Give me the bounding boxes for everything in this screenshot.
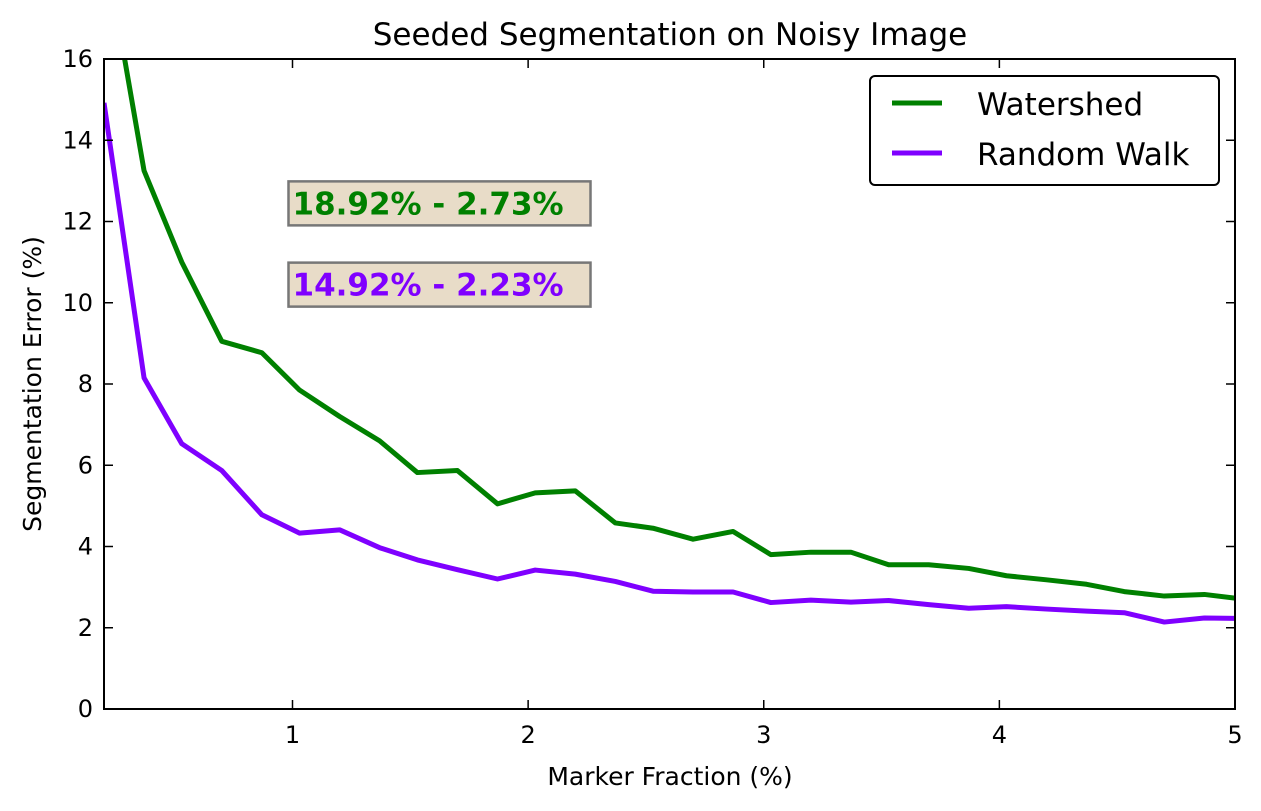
y-tick-label: 14 (62, 126, 93, 154)
y-tick-label: 10 (62, 289, 93, 317)
y-tick-label: 4 (78, 533, 93, 561)
series-line-watershed (122, 59, 1235, 601)
series-layer (104, 59, 1235, 625)
y-tick-label: 0 (78, 695, 93, 723)
series-line-random-walk (104, 102, 1235, 625)
legend-box (869, 75, 1220, 186)
y-tick-label: 12 (62, 208, 93, 236)
y-axis-title: Segmentation Error (%) (18, 236, 47, 532)
x-tick-label: 4 (992, 721, 1007, 749)
y-tick-label: 6 (78, 451, 93, 479)
x-tick-label: 1 (285, 721, 300, 749)
legend-label-watershed: Watershed (977, 87, 1143, 123)
annotation-layer: 18.92% - 2.73% 14.92% - 2.23% (287, 180, 592, 308)
legend-label-random-walk: Random Walk (977, 137, 1189, 173)
x-tick-label: 2 (520, 721, 535, 749)
annotation-background (287, 261, 592, 308)
y-tick-label: 16 (62, 45, 93, 73)
annotation-text: 18.92% - 2.73% (293, 186, 564, 222)
chart-title: Seeded Segmentation on Noisy Image (373, 17, 968, 53)
y-tick-label: 8 (78, 370, 93, 398)
x-tick-label: 3 (756, 721, 771, 749)
annotation-box: 18.92% - 2.73% (287, 180, 592, 227)
annotation-box: 14.92% - 2.23% (287, 261, 592, 308)
x-tick-label: 5 (1227, 721, 1242, 749)
y-tick-label: 2 (78, 614, 93, 642)
x-axis-title: Marker Fraction (%) (547, 762, 792, 791)
annotation-background (287, 180, 592, 227)
legend: Watershed Random Walk (869, 75, 1220, 186)
annotation-text: 14.92% - 2.23% (293, 268, 564, 304)
